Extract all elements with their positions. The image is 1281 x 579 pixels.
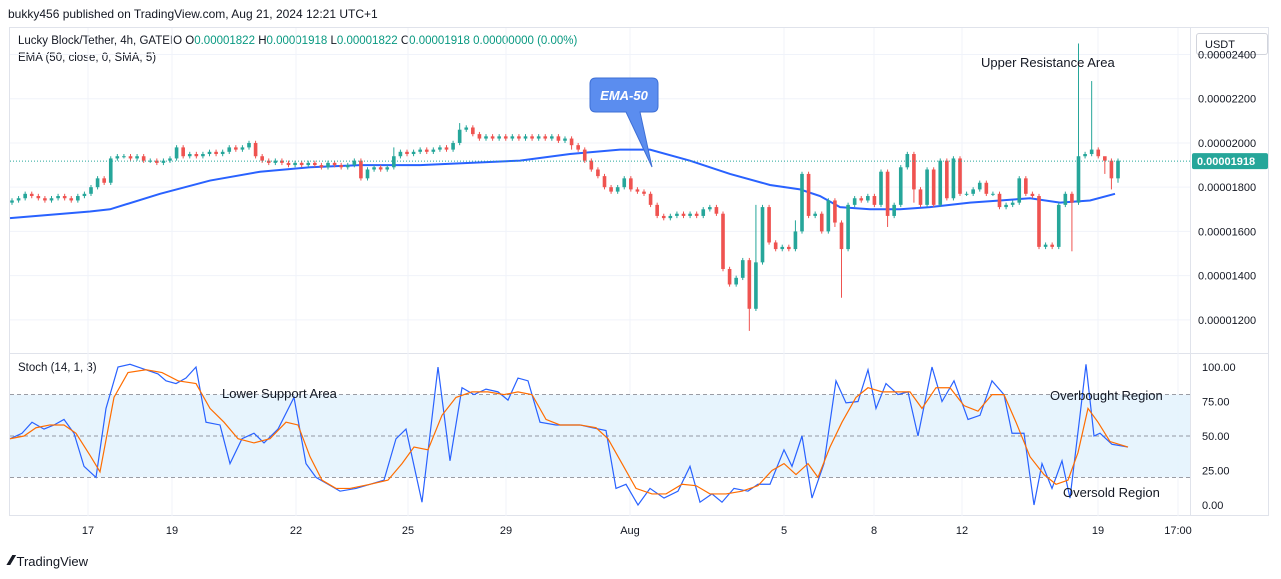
high-label: H — [258, 35, 267, 47]
close-label: C — [400, 35, 410, 47]
price-legend: Lucky Block/Tether, 4h, GATEIO O0.000018… — [18, 35, 577, 47]
ema-legend[interactable]: EMA (50, close, 0, SMA, 5) — [18, 52, 157, 64]
time-tick-label: 17:00 — [1164, 525, 1192, 537]
open-label: O — [185, 35, 195, 47]
currency-button[interactable]: USDT — [1196, 33, 1268, 55]
time-tick-label: 8 — [871, 525, 877, 537]
open-value: 0.00001822 — [194, 35, 255, 47]
time-tick-label: 25 — [402, 525, 414, 537]
low-label: L — [330, 35, 337, 47]
time-tick-label: 22 — [290, 525, 302, 537]
close-value: 0.00001918 — [409, 35, 470, 47]
time-tick-label: 19 — [1092, 525, 1104, 537]
tradingview-logo-icon: ⁄⁄⁄ — [9, 554, 13, 569]
brand-label: TradingView — [16, 554, 89, 569]
low-value: 0.00001822 — [336, 35, 398, 47]
chart-frame — [9, 27, 1269, 516]
stoch-legend[interactable]: Stoch (14, 1, 3) — [18, 362, 97, 374]
time-tick-label: Aug — [620, 525, 640, 537]
time-tick-label: 12 — [956, 525, 968, 537]
time-tick-label: 29 — [500, 525, 512, 537]
time-tick-label: 19 — [166, 525, 178, 537]
change-value: 0.00000000 (0.00%) — [473, 35, 578, 47]
publisher-line: bukky456 published on TradingView.com, A… — [8, 7, 378, 21]
time-tick-label: 5 — [781, 525, 787, 537]
high-value: 0.00001918 — [266, 35, 328, 47]
time-tick-label: 17 — [82, 525, 94, 537]
tradingview-brand[interactable]: ⁄⁄⁄ TradingView — [9, 554, 88, 569]
symbol-label[interactable]: Lucky Block/Tether, 4h, GATEIO — [18, 35, 183, 47]
